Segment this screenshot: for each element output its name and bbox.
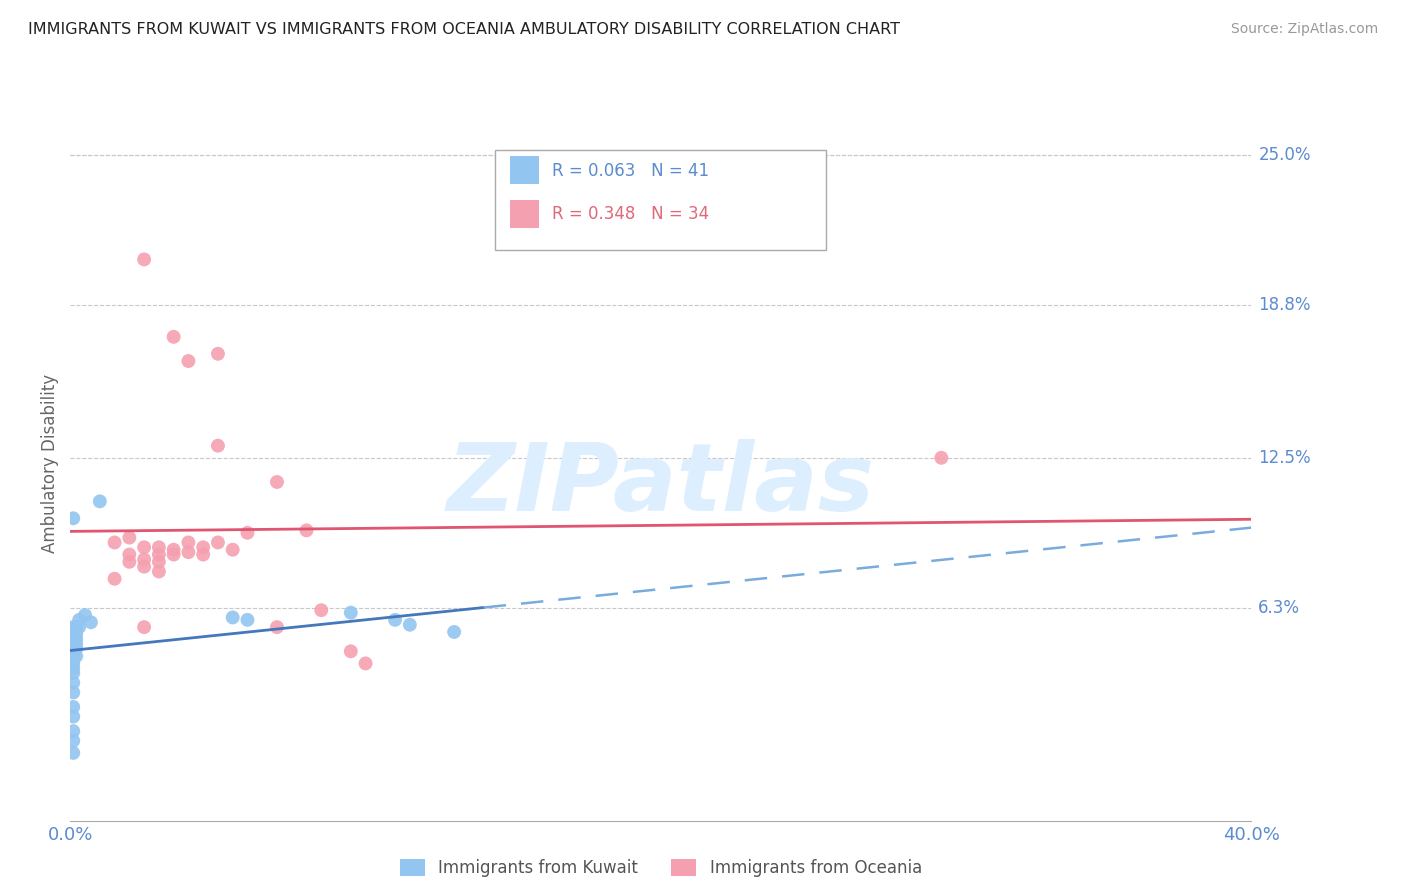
Point bbox=[65, 649, 87, 664]
Point bbox=[191, 541, 214, 555]
Point bbox=[177, 354, 200, 368]
Point bbox=[266, 620, 288, 634]
Point bbox=[62, 634, 84, 648]
Point bbox=[67, 613, 90, 627]
Point bbox=[62, 657, 84, 671]
Point bbox=[118, 555, 141, 569]
Point bbox=[62, 651, 84, 665]
Bar bbox=[509, 155, 538, 184]
Point bbox=[207, 347, 229, 361]
Legend: Immigrants from Kuwait, Immigrants from Oceania: Immigrants from Kuwait, Immigrants from … bbox=[394, 852, 928, 884]
Bar bbox=[509, 200, 538, 228]
Y-axis label: Ambulatory Disability: Ambulatory Disability bbox=[41, 375, 59, 553]
Point bbox=[65, 627, 87, 641]
Point bbox=[62, 511, 84, 525]
Point bbox=[148, 555, 170, 569]
Point bbox=[62, 661, 84, 675]
Point bbox=[340, 644, 363, 658]
Point bbox=[309, 603, 333, 617]
Point bbox=[443, 624, 465, 639]
Point bbox=[399, 617, 422, 632]
Point bbox=[266, 475, 288, 489]
Point bbox=[236, 525, 259, 540]
Point bbox=[148, 548, 170, 562]
Point bbox=[62, 649, 84, 664]
Point bbox=[62, 637, 84, 651]
Point bbox=[62, 624, 84, 639]
Point bbox=[384, 613, 406, 627]
Point bbox=[132, 541, 156, 555]
Point bbox=[62, 685, 84, 699]
Point bbox=[104, 535, 127, 549]
Point bbox=[62, 709, 84, 723]
Point bbox=[62, 724, 84, 739]
Point bbox=[931, 450, 953, 465]
Point bbox=[148, 565, 170, 579]
Point bbox=[163, 548, 186, 562]
Point bbox=[132, 559, 156, 574]
Point bbox=[62, 632, 84, 647]
Point bbox=[236, 613, 259, 627]
Text: IMMIGRANTS FROM KUWAIT VS IMMIGRANTS FROM OCEANIA AMBULATORY DISABILITY CORRELAT: IMMIGRANTS FROM KUWAIT VS IMMIGRANTS FRO… bbox=[28, 22, 900, 37]
Point bbox=[132, 552, 156, 566]
Point bbox=[75, 607, 96, 622]
Point bbox=[163, 542, 186, 557]
Text: ZIPatlas: ZIPatlas bbox=[447, 439, 875, 532]
Point bbox=[177, 545, 200, 559]
Point bbox=[222, 542, 245, 557]
Point bbox=[62, 641, 84, 656]
Text: 6.3%: 6.3% bbox=[1258, 599, 1301, 616]
Point bbox=[62, 746, 84, 760]
Point bbox=[62, 675, 84, 690]
Text: 12.5%: 12.5% bbox=[1258, 449, 1310, 467]
Point bbox=[62, 647, 84, 661]
Point bbox=[118, 531, 141, 545]
Point bbox=[62, 627, 84, 641]
Point bbox=[132, 620, 156, 634]
Point bbox=[89, 494, 111, 508]
Point bbox=[191, 548, 214, 562]
Point bbox=[62, 666, 84, 681]
Point bbox=[80, 615, 103, 630]
Point bbox=[62, 630, 84, 644]
Point bbox=[62, 734, 84, 748]
Point bbox=[207, 535, 229, 549]
Point bbox=[104, 572, 127, 586]
Point bbox=[62, 620, 84, 634]
Point bbox=[62, 640, 84, 654]
FancyBboxPatch shape bbox=[495, 150, 827, 250]
Point bbox=[148, 541, 170, 555]
Point bbox=[207, 439, 229, 453]
Point bbox=[132, 252, 156, 267]
Text: 18.8%: 18.8% bbox=[1258, 296, 1310, 314]
Point bbox=[118, 548, 141, 562]
Point bbox=[65, 641, 87, 656]
Point bbox=[62, 700, 84, 714]
Point bbox=[163, 330, 186, 344]
Text: R = 0.063   N = 41: R = 0.063 N = 41 bbox=[553, 162, 709, 180]
Point bbox=[67, 620, 90, 634]
Point bbox=[222, 610, 245, 624]
Point bbox=[295, 524, 318, 538]
Point bbox=[65, 620, 87, 634]
Text: R = 0.348   N = 34: R = 0.348 N = 34 bbox=[553, 205, 709, 223]
Point bbox=[354, 657, 377, 671]
Point bbox=[177, 535, 200, 549]
Text: Source: ZipAtlas.com: Source: ZipAtlas.com bbox=[1230, 22, 1378, 37]
Point bbox=[65, 637, 87, 651]
Point bbox=[62, 644, 84, 658]
Point bbox=[65, 632, 87, 647]
Point bbox=[340, 606, 363, 620]
Text: 25.0%: 25.0% bbox=[1258, 146, 1310, 164]
